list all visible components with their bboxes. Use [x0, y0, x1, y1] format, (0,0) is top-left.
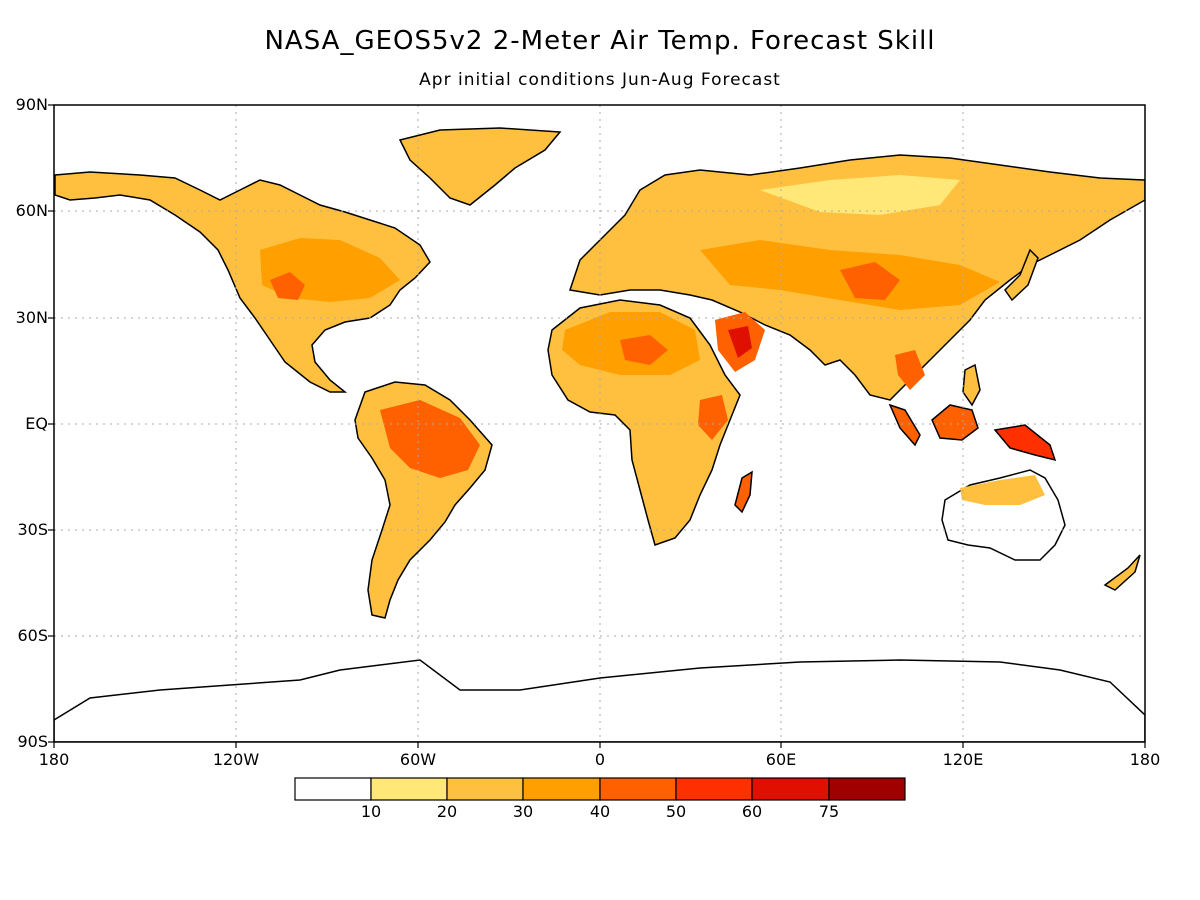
colorbar-label-50: 50: [665, 802, 687, 821]
lat-label-30n: 30N: [15, 308, 48, 327]
colorbar-label-10: 10: [360, 802, 382, 821]
east-africa-peak-patch: [698, 395, 728, 440]
colorbar-bin-0: [294, 777, 372, 801]
colorbar-bin-7: [828, 777, 906, 801]
borneo-land: [931, 404, 979, 441]
lon-label-120e: 120E: [942, 750, 984, 769]
gridlines: [54, 105, 1145, 742]
na-peak-patch: [270, 272, 305, 300]
colorbar-label-20: 20: [436, 802, 458, 821]
japan-land: [1004, 248, 1039, 302]
lon-label-180e: 180: [1129, 750, 1161, 769]
colorbar-label-60: 60: [741, 802, 763, 821]
colorbar-label-30: 30: [512, 802, 534, 821]
china-peak-patch: [840, 262, 900, 300]
north-america-land: [54, 171, 431, 393]
philippines-land: [962, 363, 981, 407]
se-asia-peak-patch: [895, 350, 925, 390]
axis-ticks: [48, 104, 1146, 748]
siberia-pale-patch: [760, 175, 960, 215]
arabia-max-patch: [728, 326, 752, 358]
madagascar-land: [734, 470, 753, 514]
lat-label-60s: 60S: [17, 626, 48, 645]
lon-label-120w: 120W: [212, 750, 260, 769]
colorbar-bin-2: [446, 777, 524, 801]
new-zealand-land: [1103, 554, 1141, 591]
map-subtitle: Apr initial conditions Jun-Aug Forecast: [419, 70, 781, 90]
australia-skill-patch: [960, 475, 1045, 505]
colorbar-bin-1: [370, 777, 448, 801]
greenland-land: [398, 127, 562, 206]
colorbar-bin-4: [599, 777, 677, 801]
lat-label-60n: 60N: [15, 201, 48, 220]
lon-label-0: 0: [594, 750, 606, 769]
new-guinea-land: [993, 424, 1057, 462]
colorbar-bin-6: [751, 777, 830, 801]
lon-label-60e: 60E: [765, 750, 797, 769]
colorbar-label-40: 40: [589, 802, 611, 821]
colorbar-bin-3: [522, 777, 601, 801]
lat-label-90s: 90S: [17, 732, 48, 751]
lon-label-180w: 180: [38, 750, 70, 769]
colorbar: [294, 777, 906, 801]
colorbar-label-75: 75: [818, 802, 840, 821]
lat-label-30s: 30S: [17, 520, 48, 539]
lat-label-90n: 90N: [15, 95, 48, 114]
lon-label-60w: 60W: [399, 750, 437, 769]
map-title: NASA_GEOS5v2 2-Meter Air Temp. Forecast …: [264, 26, 936, 56]
sa-high-skill-patch: [380, 400, 480, 478]
lat-label-eq: EQ: [25, 414, 48, 433]
sahara-peak-patch: [620, 335, 668, 365]
colorbar-bin-5: [675, 777, 753, 801]
sumatra-land: [888, 403, 921, 447]
